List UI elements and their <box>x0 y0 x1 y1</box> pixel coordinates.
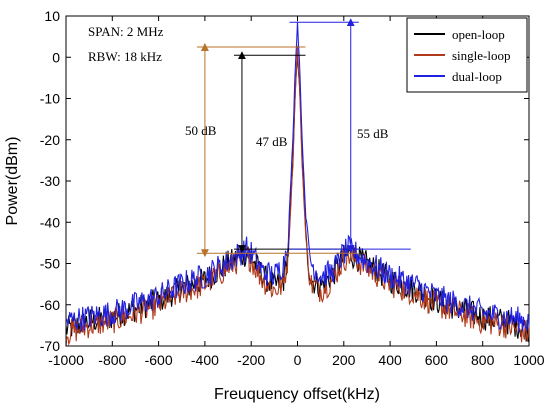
y-tick-label: -10 <box>40 91 60 107</box>
x-tick-label: -1000 <box>48 352 84 368</box>
measure-label: 55 dB <box>357 126 389 141</box>
x-tick-label: 600 <box>425 352 449 368</box>
legend-label-open-loop: open-loop <box>452 27 505 42</box>
x-axis-title: Freuquency offset(kHz) <box>214 386 380 403</box>
y-tick-label: 10 <box>44 8 60 24</box>
y-tick-label: -60 <box>40 297 60 313</box>
series-traces <box>65 21 530 347</box>
series-line-dual-loop <box>65 21 530 333</box>
legend-label-single-loop: single-loop <box>452 48 511 63</box>
x-tick-label: -400 <box>191 352 219 368</box>
y-tick-label: 0 <box>52 49 60 65</box>
measure-label: 47 dB <box>256 134 288 149</box>
x-tick-label: -200 <box>237 352 265 368</box>
measurement-annotations: 50 dB 47 dB 55 dB <box>185 18 411 258</box>
y-tick-label: -20 <box>40 132 60 148</box>
x-tick-label: 400 <box>378 352 402 368</box>
x-tick-label: 800 <box>471 352 495 368</box>
x-tick-label: 0 <box>294 352 302 368</box>
y-axis-title: Power(dBm) <box>4 137 21 226</box>
y-axis-ticks: 10 0 -10 -20 -30 -40 -50 -60 -70 <box>40 8 529 354</box>
legend: open-loop single-loop dual-loop <box>406 17 528 93</box>
legend-label-dual-loop: dual-loop <box>452 69 502 84</box>
x-axis-ticks: -1000 -800 -600 -400 -200 0 200 400 600 800 1000 <box>48 16 545 368</box>
x-tick-label: -800 <box>98 352 126 368</box>
annotation-rbw: RBW: 18 kHz <box>88 49 162 64</box>
x-tick-label: 1000 <box>513 352 544 368</box>
measure-label: 50 dB <box>185 123 217 138</box>
y-tick-label: -50 <box>40 256 60 272</box>
y-tick-label: -30 <box>40 173 60 189</box>
x-tick-label: 200 <box>332 352 356 368</box>
y-tick-label: -40 <box>40 214 60 230</box>
annotation-span: SPAN: 2 MHz <box>88 24 164 39</box>
x-tick-label: -600 <box>145 352 173 368</box>
y-tick-label: -70 <box>40 338 60 354</box>
